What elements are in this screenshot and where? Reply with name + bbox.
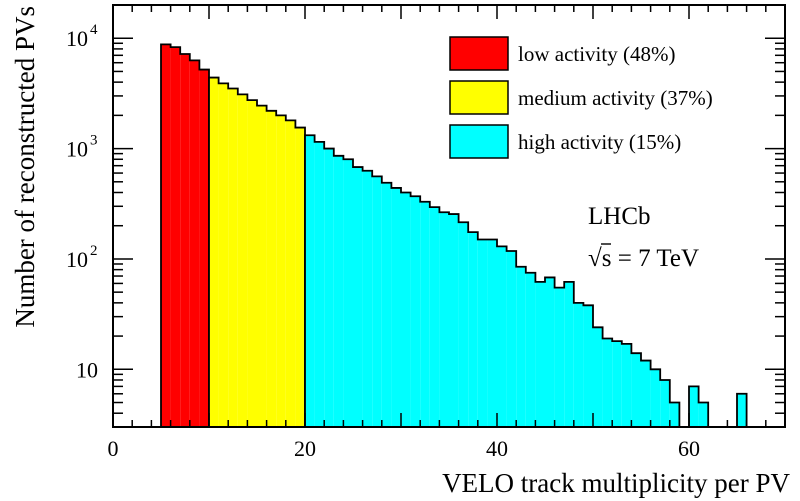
histogram-bin xyxy=(180,53,190,427)
histogram-bin xyxy=(631,353,641,427)
histogram-bin xyxy=(458,222,469,427)
histogram-bin xyxy=(237,94,248,427)
histogram-bin xyxy=(189,60,200,427)
histogram-bin xyxy=(266,110,277,427)
legend-swatch xyxy=(449,36,509,71)
histogram-bars xyxy=(160,43,748,428)
histogram-bin xyxy=(737,393,747,427)
histogram-bin xyxy=(199,69,209,428)
legend-swatch xyxy=(449,80,509,115)
histogram-bin xyxy=(516,266,526,427)
histogram-bin xyxy=(429,207,440,427)
histogram-bin xyxy=(295,127,305,427)
histogram-bin xyxy=(362,170,373,427)
histogram-bin xyxy=(612,341,622,427)
histogram-bin xyxy=(209,77,219,428)
y-tick-label: 10 xyxy=(66,26,88,51)
histogram-bin xyxy=(228,88,238,427)
y-tick-label: 10 xyxy=(66,247,88,272)
y-axis-title: Number of reconstructed PVs xyxy=(10,6,40,328)
histogram-bin xyxy=(535,281,545,427)
x-tick-label: 0 xyxy=(108,436,119,461)
histogram-bin xyxy=(247,100,257,428)
histogram-bin xyxy=(333,155,344,427)
y-tick-exponent: 2 xyxy=(90,243,98,259)
histogram-bin xyxy=(161,44,171,427)
y-tick-label: 10 xyxy=(76,357,98,382)
histogram-bin xyxy=(554,287,565,427)
histogram-bin xyxy=(372,176,382,427)
histogram-bin xyxy=(602,338,613,427)
energy-value: s = 7 TeV xyxy=(602,245,699,272)
legend-label: low activity (48%) xyxy=(518,42,675,66)
series-outline xyxy=(160,43,210,427)
histogram-bin xyxy=(353,167,363,427)
histogram-bin xyxy=(477,239,488,427)
histogram-bin xyxy=(660,379,670,427)
histogram-bin xyxy=(285,120,296,428)
histogram-bin xyxy=(449,214,459,427)
histogram-bin xyxy=(593,327,603,427)
axis-ticks xyxy=(112,4,786,428)
legend-label: high activity (15%) xyxy=(518,130,681,154)
histogram-bin xyxy=(218,83,229,428)
series-outline xyxy=(736,392,748,427)
y-tick-label: 10 xyxy=(66,137,88,162)
histogram-bin xyxy=(564,281,574,427)
series-outline xyxy=(688,385,710,427)
x-tick-label: 40 xyxy=(486,436,508,461)
y-tick-exponent: 3 xyxy=(90,133,98,149)
y-tick-exponent: 4 xyxy=(90,22,98,38)
x-axis-title: VELO track multiplicity per PV xyxy=(442,468,790,498)
legend-label: medium activity (37%) xyxy=(518,86,713,110)
histogram-bin xyxy=(257,105,267,427)
histogram-bin xyxy=(525,272,536,427)
histogram-bin xyxy=(583,305,593,427)
series-group xyxy=(304,134,748,427)
histogram-bin xyxy=(468,232,478,427)
histogram-bin xyxy=(343,159,353,427)
histogram-bin xyxy=(545,277,555,427)
histogram-bin xyxy=(641,360,651,427)
plot-frame xyxy=(112,4,786,428)
histogram-bin xyxy=(391,187,401,427)
x-tick-label: 20 xyxy=(294,436,316,461)
series-outline xyxy=(304,134,681,427)
legend: low activity (48%) medium activity (37%) h… xyxy=(449,36,713,159)
histogram-bin xyxy=(381,182,392,427)
legend-swatch xyxy=(449,124,509,159)
x-tick-label: 60 xyxy=(678,436,700,461)
histogram-bin xyxy=(170,47,181,428)
histogram-bin xyxy=(689,386,699,427)
energy-label: √s = 7 TeV xyxy=(588,245,699,272)
histogram-bin xyxy=(401,192,411,427)
histogram-bin xyxy=(314,141,325,427)
histogram-bin xyxy=(420,201,430,427)
histogram-bin xyxy=(487,239,497,427)
series-outline xyxy=(208,76,306,427)
histogram-bin xyxy=(324,148,334,427)
histogram-bin xyxy=(669,402,680,427)
histogram-bin xyxy=(305,135,315,427)
histogram-bin xyxy=(650,369,661,427)
histogram-bin xyxy=(621,343,632,427)
series-group xyxy=(160,43,210,428)
histogram-bin xyxy=(497,246,507,427)
histogram-bin xyxy=(410,196,421,427)
histogram-bin xyxy=(698,402,709,427)
histogram-bin xyxy=(573,302,584,427)
experiment-label: LHCb xyxy=(588,203,651,230)
energy-sqrt-sign: √ xyxy=(588,245,602,272)
histogram-bin xyxy=(276,115,286,428)
series-group xyxy=(208,76,306,428)
experiment-annotation: LHCb √s = 7 TeV xyxy=(588,203,699,272)
histogram-bin xyxy=(439,212,449,427)
histogram-bin xyxy=(506,251,517,427)
